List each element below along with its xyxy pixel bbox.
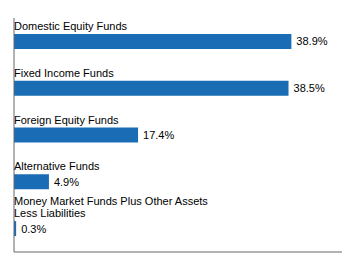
svg-text:0.3%: 0.3%: [21, 223, 46, 235]
svg-text:38.9%: 38.9%: [296, 35, 327, 47]
svg-text:Money Market Funds Plus Other: Money Market Funds Plus Other AssetsLess…: [14, 195, 208, 219]
svg-text:38.5%: 38.5%: [294, 82, 325, 94]
svg-text:4.9%: 4.9%: [54, 176, 79, 188]
svg-text:Fixed Income Funds: Fixed Income Funds: [14, 67, 114, 79]
svg-text:17.4%: 17.4%: [143, 129, 174, 141]
svg-text:Alternative Funds: Alternative Funds: [14, 160, 100, 172]
svg-text:Domestic Equity Funds: Domestic Equity Funds: [14, 20, 128, 32]
svg-text:Foreign Equity Funds: Foreign Equity Funds: [14, 114, 119, 126]
